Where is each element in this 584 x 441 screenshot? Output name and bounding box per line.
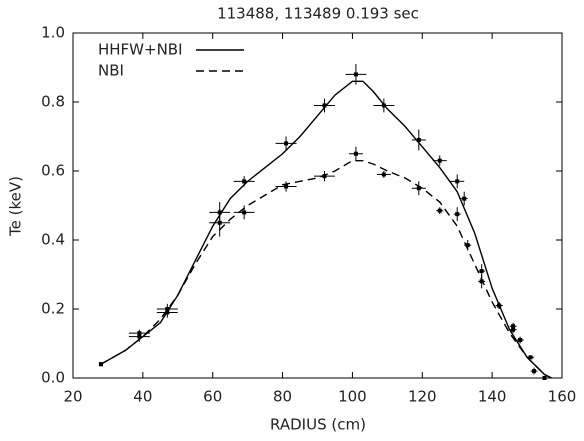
y-tick-label: 0.2 (41, 300, 65, 318)
data-point (528, 355, 533, 360)
fit-line (100, 159, 552, 379)
y-tick-label: 1.0 (41, 24, 65, 42)
legend-label: HHFW+NBI (98, 41, 183, 59)
data-point (479, 269, 484, 274)
data-point (416, 186, 421, 191)
data-point (479, 279, 484, 284)
x-tick-label: 60 (203, 388, 222, 406)
data-point (542, 376, 547, 380)
x-tick-label: 40 (133, 388, 152, 406)
x-tick-label: 80 (273, 388, 292, 406)
y-tick-label: 0.4 (41, 231, 65, 249)
data-point (353, 151, 358, 156)
data-point (462, 196, 467, 201)
data-point (532, 369, 537, 374)
data-point (284, 184, 289, 189)
data-point (518, 338, 523, 343)
data-point (242, 179, 247, 184)
data-point (98, 362, 103, 367)
data-point (284, 141, 289, 146)
x-tick-label: 120 (408, 388, 437, 406)
data-point (137, 334, 142, 339)
data-point (217, 220, 222, 225)
x-tick-label: 160 (548, 388, 577, 406)
x-tick-label: 20 (63, 388, 82, 406)
data-point (497, 303, 502, 308)
data-point (455, 212, 460, 217)
data-point (322, 103, 327, 108)
data-point (455, 179, 460, 184)
x-tick-label: 140 (478, 388, 507, 406)
fit-line (100, 80, 552, 379)
data-point (416, 137, 421, 142)
x-tick-label: 100 (338, 388, 367, 406)
data-point (381, 172, 386, 177)
data-point (322, 174, 327, 179)
data-point (511, 327, 516, 332)
y-tick-label: 0.0 (41, 369, 65, 387)
x-axis-label: RADIUS (cm) (270, 416, 366, 434)
data-point (465, 243, 470, 248)
data-point (437, 158, 442, 163)
y-tick-label: 0.8 (41, 93, 65, 111)
plot-frame (72, 32, 563, 379)
legend-label: NBI (98, 62, 124, 80)
y-tick-label: 0.6 (41, 162, 65, 180)
chart-title: 113488, 113489 0.193 sec (217, 5, 419, 23)
data-point (165, 310, 170, 315)
data-point (437, 208, 442, 213)
data-point (353, 72, 358, 77)
y-axis-label: Te (keV) (7, 176, 25, 237)
data-point (242, 210, 247, 215)
data-point (381, 103, 386, 108)
